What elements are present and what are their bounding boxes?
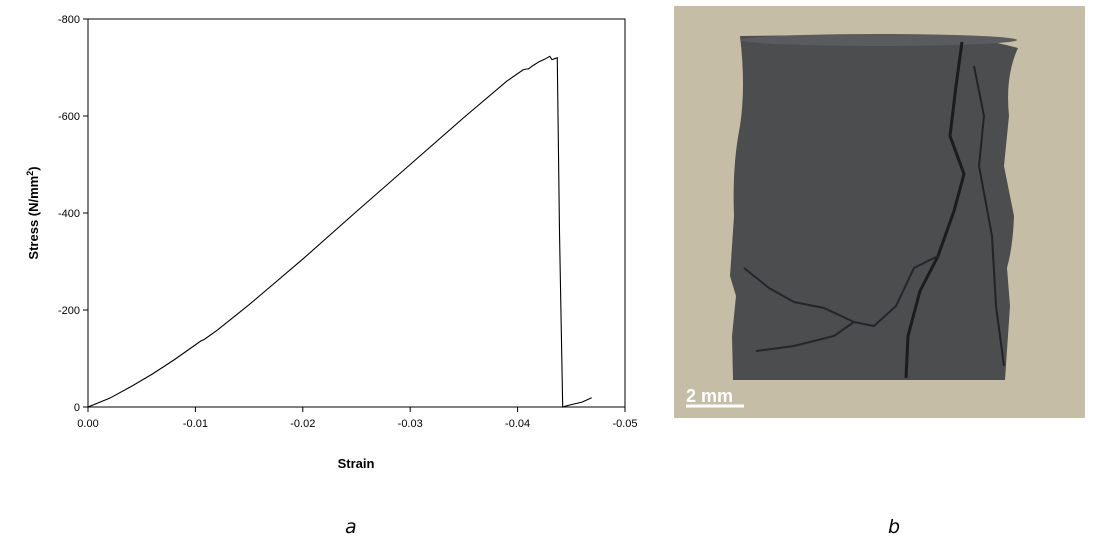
- specimen-crack-branch: [743, 255, 939, 352]
- y-axis-ticks: 0 -200 -400 -600 -800: [58, 14, 88, 414]
- fractured-specimen-photo: 2 mm: [674, 6, 1085, 418]
- x-tick-label: -0.05: [612, 418, 637, 430]
- fractured-specimen: [730, 34, 1018, 380]
- stress-strain-curve: [87, 55, 592, 408]
- specimen-crack-main: [904, 41, 966, 379]
- x-tick-label: -0.01: [183, 418, 208, 430]
- scale-bar-label: 2 mm: [686, 386, 733, 406]
- y-tick-label: 0: [74, 402, 80, 414]
- specimen-crack-right: [973, 65, 1005, 367]
- x-tick-label: -0.02: [290, 418, 315, 430]
- plot-frame: [87, 18, 626, 408]
- y-tick-label: -400: [58, 208, 80, 220]
- y-tick-label: -200: [58, 305, 80, 317]
- y-tick-label: -800: [58, 14, 80, 26]
- panel-label-b: b: [888, 516, 901, 538]
- x-axis-title: Strain: [338, 456, 375, 471]
- y-axis-title: Stress (N/mm2): [25, 166, 41, 259]
- x-tick-label: -0.03: [398, 418, 423, 430]
- specimen-top-face: [741, 34, 1017, 46]
- y-tick-label: -600: [58, 111, 80, 123]
- x-tick-label: -0.04: [505, 418, 530, 430]
- x-tick-label: 0.00: [77, 418, 98, 430]
- x-axis-ticks: 0.00 -0.01 -0.02 -0.03 -0.04 -0.05: [77, 407, 638, 430]
- panel-label-a: a: [345, 516, 357, 538]
